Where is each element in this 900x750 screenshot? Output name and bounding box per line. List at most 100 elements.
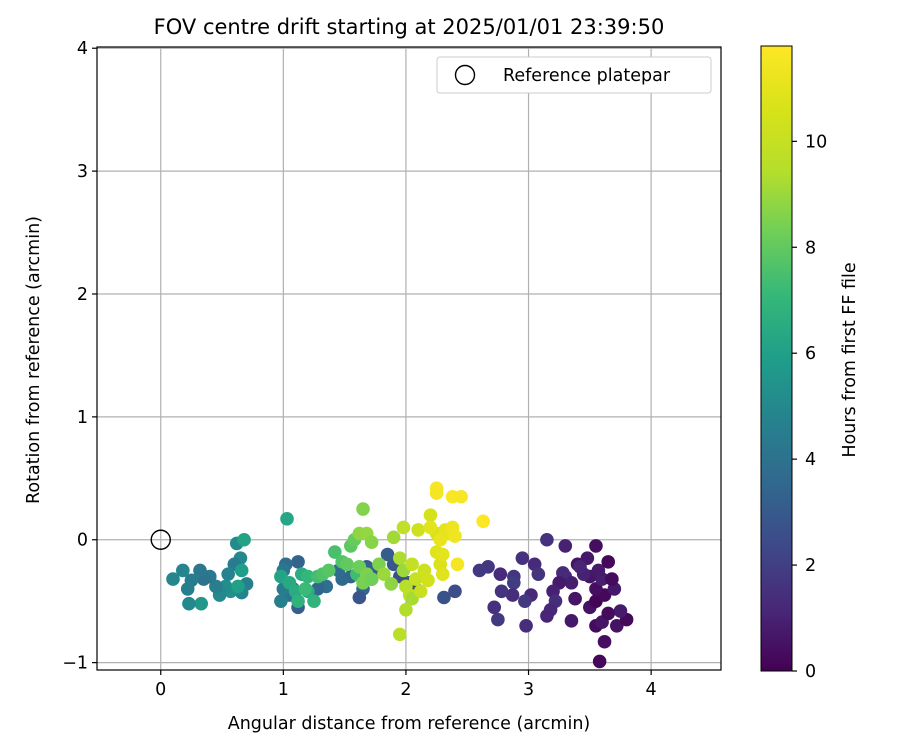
scatter-point (274, 594, 288, 608)
x-axis: 0 1 2 3 4 (155, 670, 657, 700)
plot-frame (96, 46, 722, 671)
scatter-point (601, 606, 616, 621)
scatter-point (558, 539, 573, 553)
grid (97, 47, 721, 670)
colorbar-tick-label: 0 (805, 662, 816, 682)
x-axis-label: Angular distance from reference (arcmin) (228, 714, 591, 734)
scatter-point (519, 618, 533, 633)
scatter-point (386, 530, 401, 545)
scatter-point (356, 502, 370, 516)
reference-marker (150, 529, 171, 550)
scatter-point (301, 569, 315, 584)
scatter-point (540, 609, 554, 623)
scatter-point (435, 547, 450, 562)
y-axis-label: Rotation from reference (arcmin) (24, 216, 44, 504)
scatter-point (494, 584, 509, 599)
colorbar-tick-label: 6 (805, 344, 816, 364)
colorbar-tick-label: 10 (805, 132, 827, 152)
colorbar: 0 2 4 6 8 10 Hours from first FF file (760, 45, 860, 682)
scatter-point (564, 575, 579, 590)
colorbar-ticks: 0 2 4 6 8 10 (792, 132, 827, 682)
scatter-point (237, 532, 251, 547)
chart-title: FOV centre drift starting at 2025/01/01 … (154, 15, 665, 39)
scatter-point (380, 547, 395, 562)
scatter-point (491, 612, 505, 627)
scatter-point (194, 596, 209, 611)
scatter-point (321, 563, 336, 578)
scatter-point (291, 594, 305, 608)
y-tick-label: −1 (62, 654, 88, 674)
legend: Reference platepar (436, 56, 712, 94)
scatter-point (493, 567, 508, 581)
scatter-point (221, 567, 235, 581)
scatter-point (591, 563, 606, 578)
scatter-point (597, 634, 612, 649)
scatter-point (448, 584, 462, 599)
scatter-point (609, 618, 624, 633)
legend-marker (454, 64, 476, 86)
scatter-point (364, 572, 379, 586)
colorbar-tick-label: 4 (805, 450, 816, 470)
x-tick-label: 3 (523, 680, 534, 700)
scatter-point (352, 590, 367, 605)
scatter-point (182, 596, 196, 611)
scatter-point (573, 559, 587, 574)
legend-box (436, 56, 712, 94)
scatter-point (421, 573, 435, 588)
scatter-point (613, 604, 628, 618)
colorbar-tick-label: 2 (805, 556, 816, 576)
scatter-point (448, 529, 462, 543)
scatter-point (399, 602, 413, 617)
scatter-point (176, 563, 190, 578)
scatter-point (413, 584, 428, 599)
scatter-point (307, 594, 321, 608)
y-tick-label: 3 (77, 162, 88, 182)
scatter-point (411, 523, 425, 537)
scatter-point (592, 654, 607, 669)
y-tick-label: 2 (77, 285, 88, 305)
plot-area: 0 1 2 3 4 −1 0 1 2 3 4 (62, 39, 722, 700)
scatter-point (601, 555, 616, 569)
scatter-point (454, 489, 468, 504)
scatter-point (605, 572, 619, 586)
scatter-point (507, 575, 521, 590)
scatter-point (450, 557, 465, 572)
scatter-points (166, 481, 634, 669)
scatter-point (405, 557, 419, 572)
scatter-point (364, 535, 379, 550)
scatter-point (518, 594, 532, 608)
scatter-point (435, 567, 450, 581)
scatter-point (298, 582, 313, 596)
scatter-point (531, 567, 546, 581)
scatter-point (476, 514, 490, 529)
scatter-point (166, 572, 180, 586)
scatter-point (193, 563, 207, 578)
scatter-point (568, 591, 582, 606)
reference-platepar-marker (150, 529, 171, 550)
x-tick-label: 1 (278, 680, 289, 700)
legend-label: Reference platepar (503, 66, 671, 86)
scatter-point (437, 590, 451, 605)
scatter-point (231, 579, 245, 594)
scatter-point (589, 539, 603, 553)
y-tick-label: 1 (77, 408, 88, 428)
colorbar-label: Hours from first FF file (840, 262, 860, 457)
scatter-point (408, 572, 423, 586)
scatter-point (291, 555, 305, 569)
x-tick-label: 4 (646, 680, 657, 700)
y-tick-label: 4 (77, 39, 88, 59)
scatter-point (429, 486, 444, 500)
scatter-point (384, 577, 399, 591)
scatter-point (423, 520, 438, 535)
scatter-point (393, 627, 407, 642)
scatter-point (396, 520, 411, 535)
scatter-point (328, 545, 342, 559)
scatter-point (423, 508, 438, 522)
scatter-point (393, 551, 407, 565)
scatter-point (589, 582, 603, 596)
scatter-point (340, 557, 354, 572)
y-axis: −1 0 1 2 3 4 (62, 39, 97, 674)
scatter-point (540, 532, 554, 547)
